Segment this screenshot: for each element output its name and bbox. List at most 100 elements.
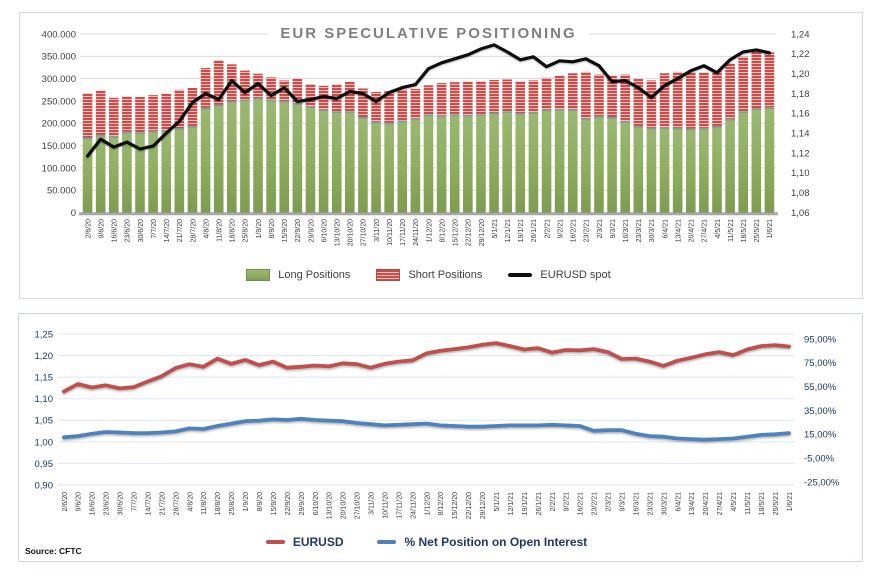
svg-text:4/8/20: 4/8/20 bbox=[187, 492, 194, 512]
svg-text:200.000: 200.000 bbox=[42, 119, 76, 130]
svg-text:8/12/20: 8/12/20 bbox=[439, 219, 446, 242]
legend-item-eurusd-spot[interactable]: EURUSD spot bbox=[508, 269, 611, 281]
svg-text:23/3/21: 23/3/21 bbox=[636, 219, 643, 242]
svg-text:1,22: 1,22 bbox=[791, 49, 810, 60]
svg-text:75,00%: 75,00% bbox=[804, 358, 837, 369]
svg-text:6/10/20: 6/10/20 bbox=[313, 492, 320, 515]
svg-text:13/4/21: 13/4/21 bbox=[689, 492, 696, 515]
svg-text:1/9/20: 1/9/20 bbox=[243, 492, 250, 512]
top-chart-panel[interactable]: EUR SPECULATIVE POSITIONING 400.000 350.0… bbox=[19, 12, 863, 299]
svg-text:18/5/21: 18/5/21 bbox=[741, 219, 748, 242]
eurusd-line-swatch-icon bbox=[265, 540, 285, 544]
svg-text:23/6/20: 23/6/20 bbox=[104, 492, 111, 515]
svg-text:300.000: 300.000 bbox=[42, 74, 76, 85]
legend-item-eurusd[interactable]: EURUSD bbox=[265, 535, 343, 549]
svg-text:2/3/21: 2/3/21 bbox=[597, 219, 604, 239]
svg-text:95,00%: 95,00% bbox=[804, 334, 837, 345]
svg-text:27/4/21: 27/4/21 bbox=[717, 492, 724, 515]
svg-text:1,10: 1,10 bbox=[791, 168, 810, 179]
svg-text:20/4/21: 20/4/21 bbox=[703, 492, 710, 515]
svg-text:1,00: 1,00 bbox=[35, 437, 54, 448]
svg-text:1,10: 1,10 bbox=[35, 394, 54, 405]
svg-text:24/11/20: 24/11/20 bbox=[413, 219, 420, 246]
svg-text:1,06: 1,06 bbox=[791, 208, 810, 219]
short-positions-swatch-icon bbox=[376, 269, 401, 281]
svg-text:4/5/21: 4/5/21 bbox=[731, 492, 738, 512]
svg-text:150.000: 150.000 bbox=[42, 141, 76, 152]
svg-text:24/11/20: 24/11/20 bbox=[410, 492, 417, 519]
svg-text:7/7/20: 7/7/20 bbox=[132, 492, 139, 512]
svg-text:8/9/20: 8/9/20 bbox=[269, 219, 276, 239]
svg-text:26/1/21: 26/1/21 bbox=[536, 492, 543, 515]
svg-text:16/6/20: 16/6/20 bbox=[90, 492, 97, 515]
svg-text:29/12/20: 29/12/20 bbox=[480, 492, 487, 519]
svg-text:9/2/21: 9/2/21 bbox=[564, 492, 571, 512]
svg-text:1,18: 1,18 bbox=[791, 89, 810, 100]
svg-text:1,20: 1,20 bbox=[791, 69, 810, 80]
svg-text:25/5/21: 25/5/21 bbox=[754, 219, 761, 242]
svg-text:2/2/21: 2/2/21 bbox=[544, 219, 551, 239]
svg-text:13/10/20: 13/10/20 bbox=[335, 219, 342, 246]
svg-text:15/9/20: 15/9/20 bbox=[271, 492, 278, 515]
svg-text:1/12/20: 1/12/20 bbox=[426, 219, 433, 242]
svg-text:30/6/20: 30/6/20 bbox=[118, 492, 125, 515]
bottom-chart-panel[interactable]: 1,25 1,20 1,15 1,10 1,05 1,00 0,95 0,90 95,00% 75… bbox=[18, 313, 863, 562]
svg-text:25/5/21: 25/5/21 bbox=[773, 492, 780, 515]
source-note: Source: CFTC bbox=[25, 546, 82, 556]
svg-text:30/3/21: 30/3/21 bbox=[649, 219, 656, 242]
svg-text:29/9/20: 29/9/20 bbox=[308, 219, 315, 242]
svg-text:50.000: 50.000 bbox=[47, 186, 76, 197]
svg-text:6/10/20: 6/10/20 bbox=[321, 219, 328, 242]
svg-text:29/12/20: 29/12/20 bbox=[479, 219, 486, 246]
svg-text:22/12/20: 22/12/20 bbox=[466, 492, 473, 519]
svg-text:1,05: 1,05 bbox=[35, 416, 54, 427]
svg-text:21/7/20: 21/7/20 bbox=[177, 219, 184, 242]
svg-text:1,08: 1,08 bbox=[791, 188, 810, 199]
svg-text:11/8/20: 11/8/20 bbox=[216, 219, 223, 242]
legend-item-net-position[interactable]: % Net Position on Open Interest bbox=[377, 535, 587, 549]
svg-text:9/3/21: 9/3/21 bbox=[610, 219, 617, 239]
svg-text:1,20: 1,20 bbox=[35, 351, 54, 362]
svg-text:27/10/20: 27/10/20 bbox=[355, 492, 362, 519]
svg-text:2/6/20: 2/6/20 bbox=[62, 492, 69, 512]
svg-text:27/4/21: 27/4/21 bbox=[702, 219, 709, 242]
svg-text:28/7/20: 28/7/20 bbox=[190, 219, 197, 242]
svg-text:22/9/20: 22/9/20 bbox=[285, 492, 292, 515]
svg-text:350.000: 350.000 bbox=[42, 52, 76, 63]
svg-text:9/2/21: 9/2/21 bbox=[557, 219, 564, 239]
legend-item-short-positions[interactable]: Short Positions bbox=[376, 269, 482, 281]
svg-text:14/7/20: 14/7/20 bbox=[164, 219, 171, 242]
svg-text:17/11/20: 17/11/20 bbox=[396, 492, 403, 519]
svg-text:3/11/20: 3/11/20 bbox=[374, 219, 381, 242]
svg-text:1/9/20: 1/9/20 bbox=[256, 219, 263, 239]
svg-text:15/9/20: 15/9/20 bbox=[282, 219, 289, 242]
svg-text:12/1/21: 12/1/21 bbox=[508, 492, 515, 515]
svg-text:9/3/21: 9/3/21 bbox=[619, 492, 626, 512]
svg-text:22/12/20: 22/12/20 bbox=[466, 219, 473, 246]
bottom-chart-lines bbox=[62, 341, 791, 442]
eurusd-spot-line-swatch-icon bbox=[508, 273, 533, 277]
svg-text:10/11/20: 10/11/20 bbox=[387, 219, 394, 246]
svg-text:1,25: 1,25 bbox=[35, 329, 54, 340]
svg-text:8/12/20: 8/12/20 bbox=[438, 492, 445, 515]
top-chart-axis-labels: 400.000 350.000 300.000 250.000 200.000 150.0… bbox=[42, 29, 810, 246]
svg-text:5/1/21: 5/1/21 bbox=[494, 492, 501, 512]
svg-text:8/9/20: 8/9/20 bbox=[257, 492, 264, 512]
legend-item-long-positions[interactable]: Long Positions bbox=[246, 269, 350, 281]
svg-text:1,14: 1,14 bbox=[791, 129, 810, 140]
svg-text:100.000: 100.000 bbox=[42, 163, 76, 174]
svg-text:25/8/20: 25/8/20 bbox=[229, 492, 236, 515]
svg-text:26/1/21: 26/1/21 bbox=[531, 219, 538, 242]
svg-text:6/4/21: 6/4/21 bbox=[662, 219, 669, 239]
svg-text:20/10/20: 20/10/20 bbox=[341, 492, 348, 519]
svg-text:250.000: 250.000 bbox=[42, 96, 76, 107]
svg-text:11/5/21: 11/5/21 bbox=[728, 219, 735, 242]
svg-text:-5,00%: -5,00% bbox=[804, 454, 835, 465]
svg-text:21/7/20: 21/7/20 bbox=[159, 492, 166, 515]
svg-text:23/3/21: 23/3/21 bbox=[647, 492, 654, 515]
svg-text:13/4/21: 13/4/21 bbox=[675, 219, 682, 242]
svg-text:1,15: 1,15 bbox=[35, 373, 54, 384]
svg-text:2/6/20: 2/6/20 bbox=[85, 219, 92, 239]
svg-text:12/1/21: 12/1/21 bbox=[505, 219, 512, 242]
svg-text:0,95: 0,95 bbox=[35, 459, 54, 470]
